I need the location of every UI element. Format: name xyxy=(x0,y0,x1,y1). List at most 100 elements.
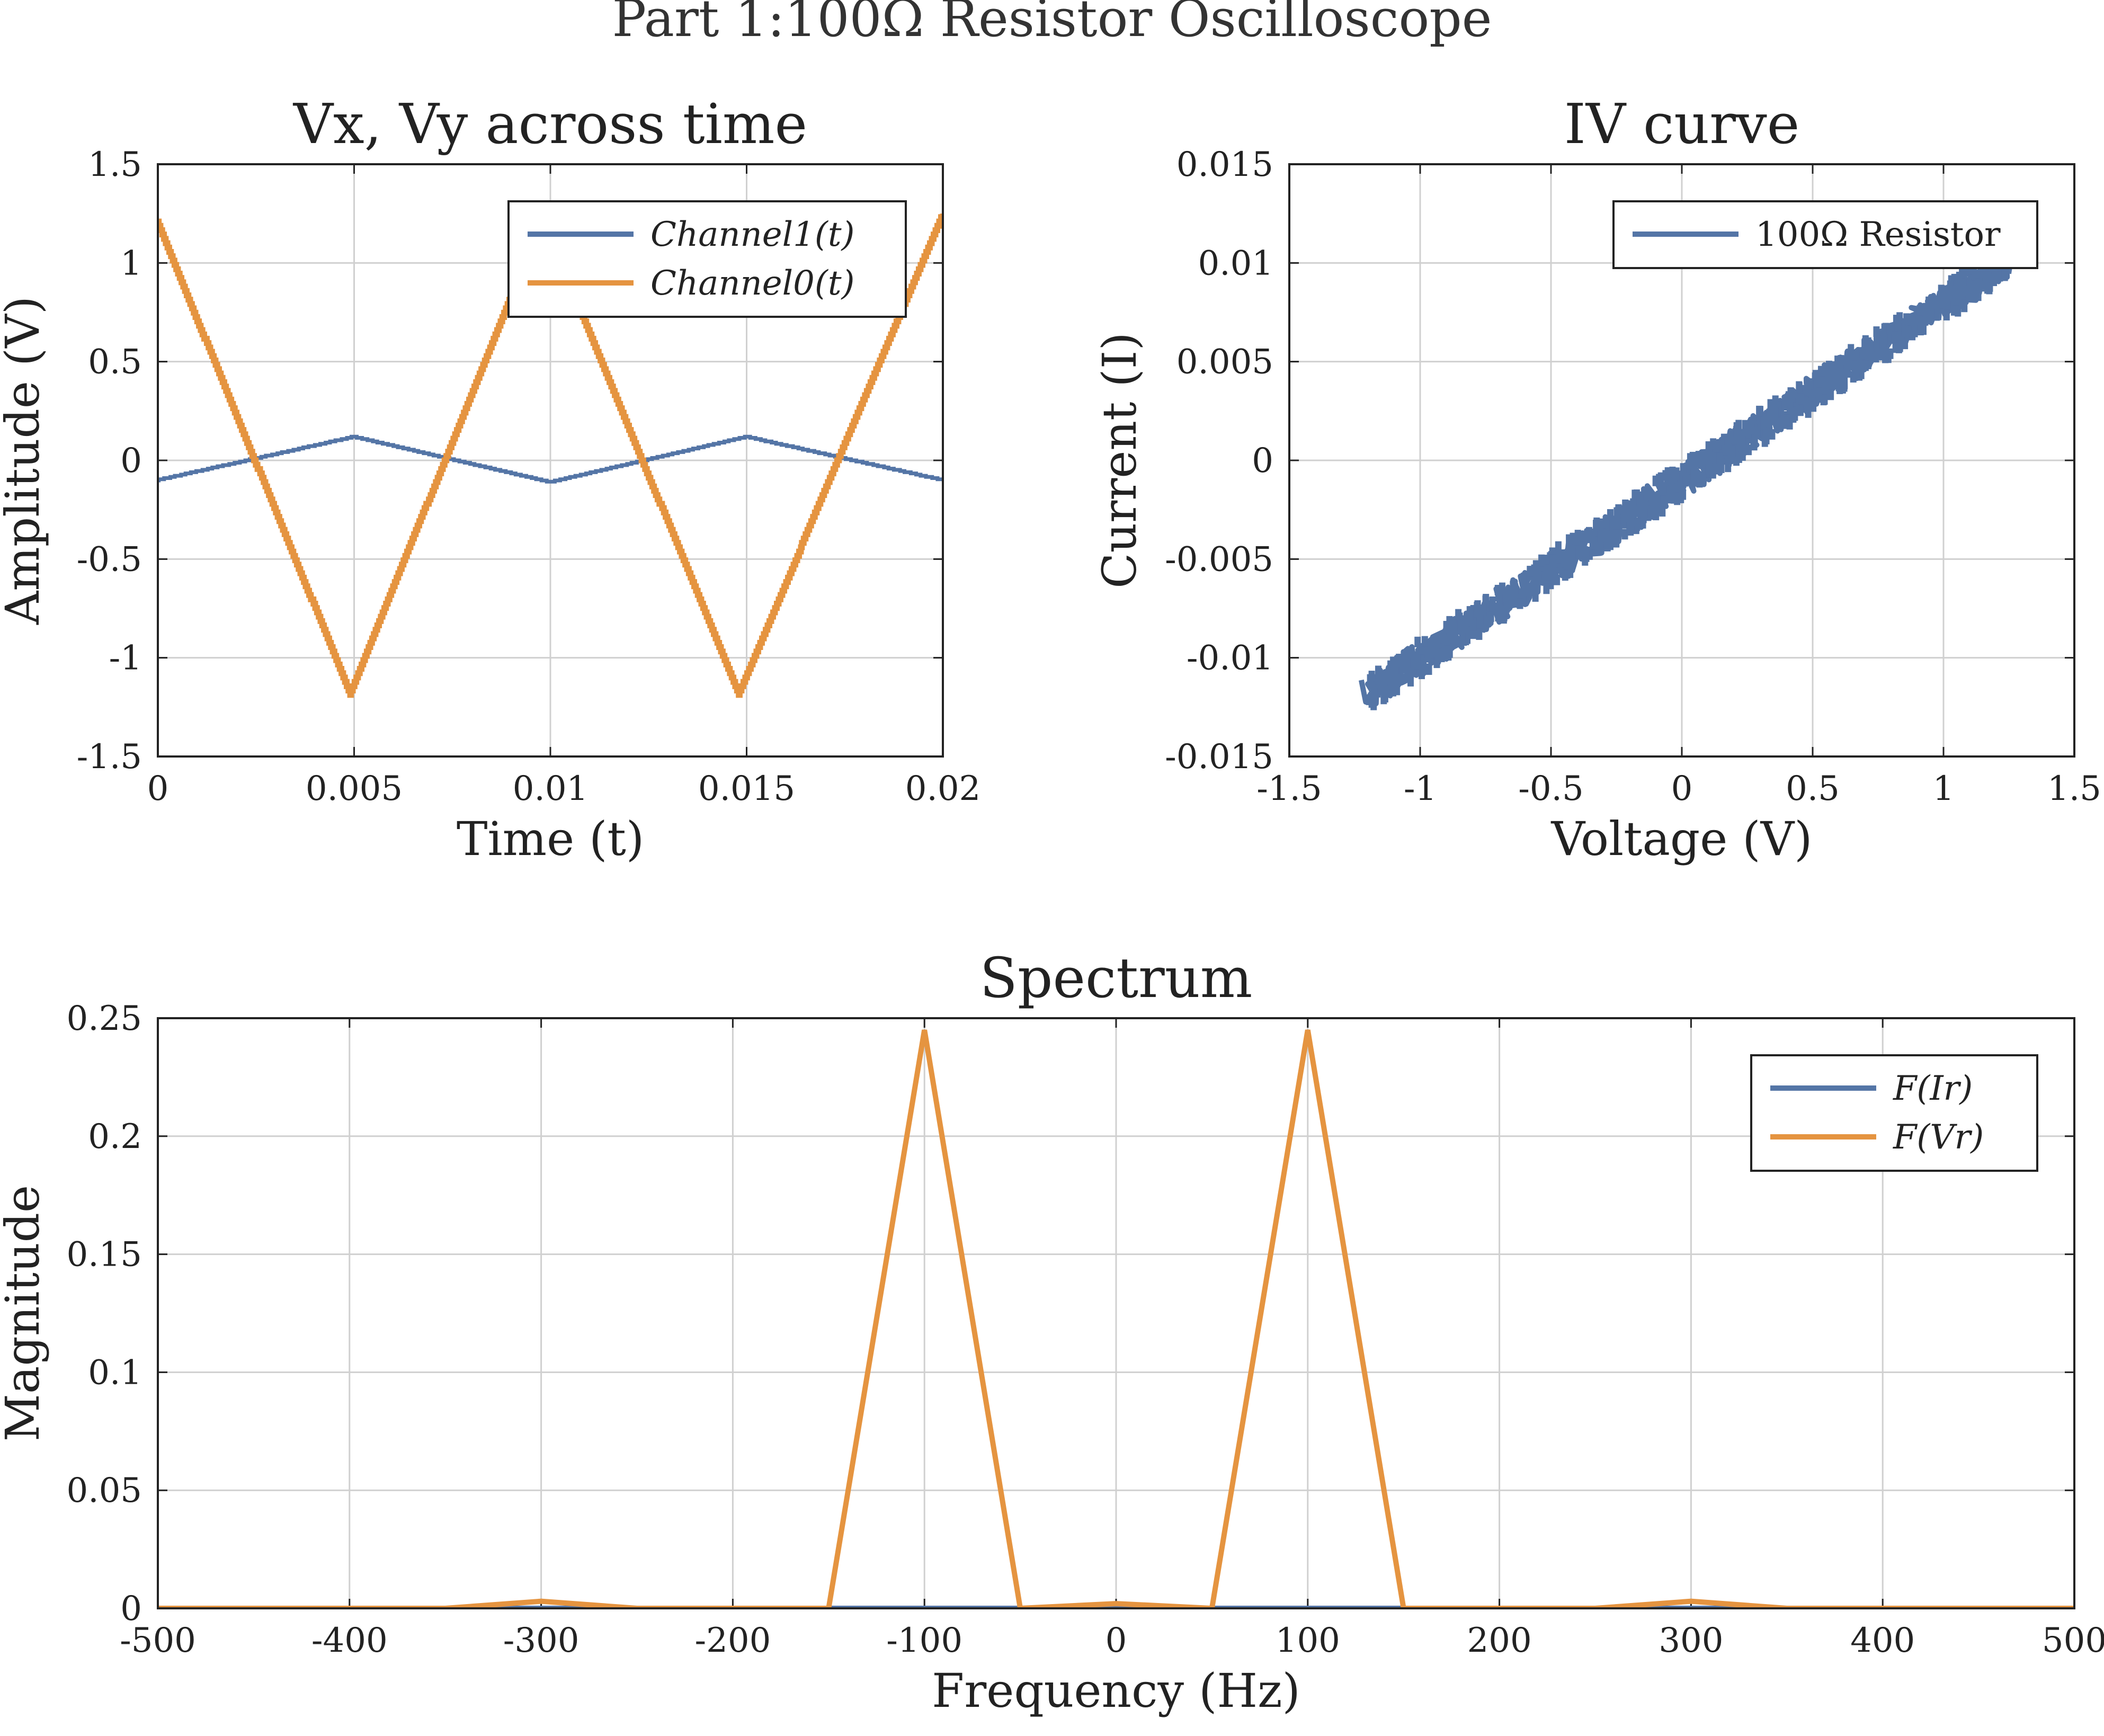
series-point xyxy=(1418,668,1425,679)
series-point xyxy=(1476,629,1483,640)
axes-frame xyxy=(1288,163,2075,758)
series-point xyxy=(1862,360,1869,371)
series-point xyxy=(1487,611,1494,622)
x-tick-label: 0 xyxy=(147,769,169,808)
series-point xyxy=(1392,665,1399,676)
series-point xyxy=(1881,334,1888,345)
x-tick-label: 0 xyxy=(1671,769,1693,808)
series-point xyxy=(1886,325,1893,336)
series-point xyxy=(1933,297,1940,308)
legend-label: 100Ω Resistor xyxy=(1755,215,2001,254)
series-point xyxy=(1650,497,1656,509)
y-tick-label: 1 xyxy=(120,244,142,283)
legend-label: Channel1(t) xyxy=(650,215,855,254)
x-tick-label: 500 xyxy=(2042,1621,2104,1660)
series-point xyxy=(1494,584,1501,595)
series-point xyxy=(1760,416,1767,428)
series-point xyxy=(1433,657,1440,669)
series-point xyxy=(1892,331,1898,342)
series-point xyxy=(1466,606,1473,617)
y-tick-label: 0.2 xyxy=(88,1117,142,1156)
series-point xyxy=(1918,319,1924,330)
series-point xyxy=(1597,531,1604,542)
series-point xyxy=(1595,545,1602,556)
y-tick-label: 0.01 xyxy=(1198,244,1274,283)
series-point xyxy=(1810,401,1817,412)
series-point xyxy=(1772,407,1779,418)
x-tick-label: 0.02 xyxy=(905,769,981,808)
series-point xyxy=(1817,366,1824,377)
y-tick-label: 0 xyxy=(1252,441,1273,480)
series-point xyxy=(1725,456,1732,467)
plot-area xyxy=(1358,242,2016,710)
series-point xyxy=(1748,423,1755,434)
series-point xyxy=(1390,656,1397,667)
plot-area xyxy=(158,1029,2074,1608)
series-point xyxy=(1797,405,1804,416)
series-point xyxy=(1947,280,1954,291)
series-point xyxy=(1652,475,1659,486)
series-point xyxy=(1881,323,1888,334)
series-point xyxy=(1934,309,1941,320)
series-point xyxy=(1812,370,1819,381)
series-point xyxy=(1532,560,1539,571)
x-tick-label: -200 xyxy=(695,1621,771,1660)
x-axis-label: Frequency (Hz) xyxy=(932,1663,1300,1718)
series-point xyxy=(1767,399,1774,410)
series-point xyxy=(1407,667,1414,678)
y-tick-label: -0.5 xyxy=(77,540,142,579)
series-point xyxy=(1916,305,1923,316)
x-axis-label: Voltage (V) xyxy=(1550,812,1812,866)
series-point xyxy=(1404,657,1411,669)
series-point xyxy=(1825,369,1832,380)
series-point xyxy=(1585,531,1592,542)
series-point xyxy=(1474,604,1481,615)
y-tick-label: 0.05 xyxy=(67,1471,142,1510)
series-point xyxy=(1480,604,1487,616)
series-point xyxy=(1706,444,1713,455)
series-point xyxy=(1972,270,1978,281)
series-point xyxy=(1716,452,1723,464)
series-point xyxy=(1470,620,1477,631)
x-tick-label: 300 xyxy=(1659,1621,1723,1660)
figure-suptitle: Part 1:100Ω Resistor Oscilloscope xyxy=(612,0,1492,48)
y-tick-label: 0 xyxy=(120,441,142,480)
series-point xyxy=(1739,436,1746,447)
series-point xyxy=(1589,539,1596,550)
y-tick-label: 0.015 xyxy=(1176,145,1273,184)
y-tick-label: 1.5 xyxy=(88,145,142,184)
series-point xyxy=(1782,414,1789,425)
series-point xyxy=(1956,271,1963,282)
axes-frame xyxy=(157,163,944,758)
series-point xyxy=(1642,500,1648,511)
series-point xyxy=(1787,387,1794,398)
series-point xyxy=(1445,650,1452,661)
series-point xyxy=(1965,285,1972,296)
series-point xyxy=(1975,278,1982,289)
chart-panel-1: Vx, Vy across time 0 0.005 0.01 0.015 0.02 -1.… xyxy=(0,92,980,866)
series-point xyxy=(1766,408,1773,420)
chart-panel-3: Spectrum -500 -400 -300 -200 -100 0 100 200 300 40… xyxy=(0,946,2104,1718)
series-point xyxy=(1745,444,1752,456)
series-point xyxy=(1376,667,1383,679)
series-point xyxy=(1660,485,1666,496)
series-point xyxy=(1567,567,1574,578)
series-point xyxy=(1696,471,1703,483)
series-point xyxy=(1493,604,1500,616)
series-point xyxy=(1407,675,1414,687)
series-point xyxy=(1520,573,1527,584)
series-point xyxy=(1659,506,1666,517)
series-line-2 xyxy=(158,1029,2074,1608)
x-tick-label: -400 xyxy=(311,1621,388,1660)
x-tick-label: 0.5 xyxy=(1786,769,1840,808)
series-point xyxy=(1416,644,1423,655)
y-tick-label: 0.5 xyxy=(88,343,142,382)
series-point xyxy=(1424,648,1431,659)
series-point xyxy=(1647,509,1654,520)
y-axis-label: Magnitude xyxy=(0,1185,50,1441)
series-point xyxy=(1574,530,1581,541)
series-point xyxy=(1421,636,1428,647)
legend-label: F(Vr) xyxy=(1893,1118,1984,1157)
series-point xyxy=(1687,453,1693,464)
series-point xyxy=(1636,496,1643,507)
